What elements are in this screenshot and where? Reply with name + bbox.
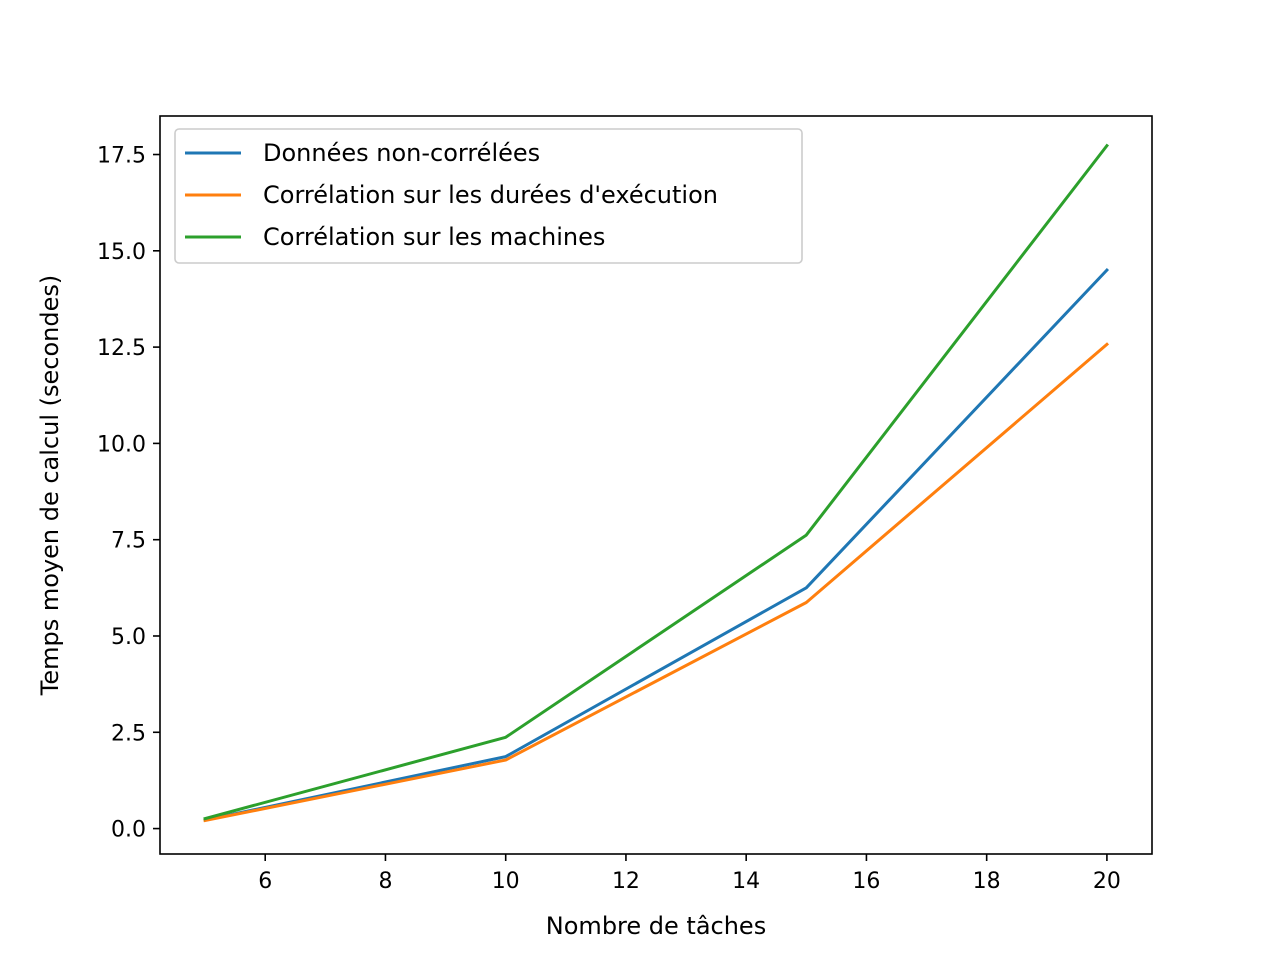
x-tick-label: 10 <box>492 869 520 894</box>
series-line-2 <box>203 342 1110 823</box>
x-tick-label: 12 <box>612 869 640 894</box>
legend-label-3: Corrélation sur les machines <box>263 223 605 251</box>
x-tick-label: 16 <box>852 869 880 894</box>
legend-label-2: Corrélation sur les durées d'exécution <box>263 181 718 209</box>
y-axis-ticks: 0.0 2.5 5.0 7.5 10.0 12.5 15.0 17.5 <box>97 144 160 843</box>
y-axis-label: Temps moyen de calcul (secondes) <box>36 275 64 696</box>
x-tick-label: 8 <box>378 869 392 894</box>
legend-box <box>174 128 803 264</box>
series-layer <box>203 143 1110 823</box>
y-tick-label: 5.0 <box>111 625 146 650</box>
legend-label-1: Données non-corrélées <box>263 139 540 167</box>
plot-area-frame <box>159 115 1153 855</box>
y-tick-label: 0.0 <box>111 818 146 843</box>
series-line-1 <box>203 267 1110 822</box>
series-line-3 <box>203 143 1110 821</box>
y-tick-label: 15.0 <box>97 240 146 265</box>
y-tick-label: 12.5 <box>97 336 146 361</box>
x-axis-label: Nombre de tâches <box>546 912 766 940</box>
legend: Données non-corrélées Corrélation sur les… <box>174 128 803 264</box>
x-tick-label: 14 <box>732 869 760 894</box>
x-tick-label: 18 <box>973 869 1001 894</box>
x-tick-label: 20 <box>1093 869 1121 894</box>
y-tick-label: 2.5 <box>111 721 146 746</box>
x-tick-label: 6 <box>258 869 272 894</box>
x-axis-ticks: 6 8 10 12 14 16 18 20 <box>258 854 1121 894</box>
y-tick-label: 7.5 <box>111 529 146 554</box>
y-tick-label: 10.0 <box>97 432 146 457</box>
y-tick-label: 17.5 <box>97 144 146 169</box>
